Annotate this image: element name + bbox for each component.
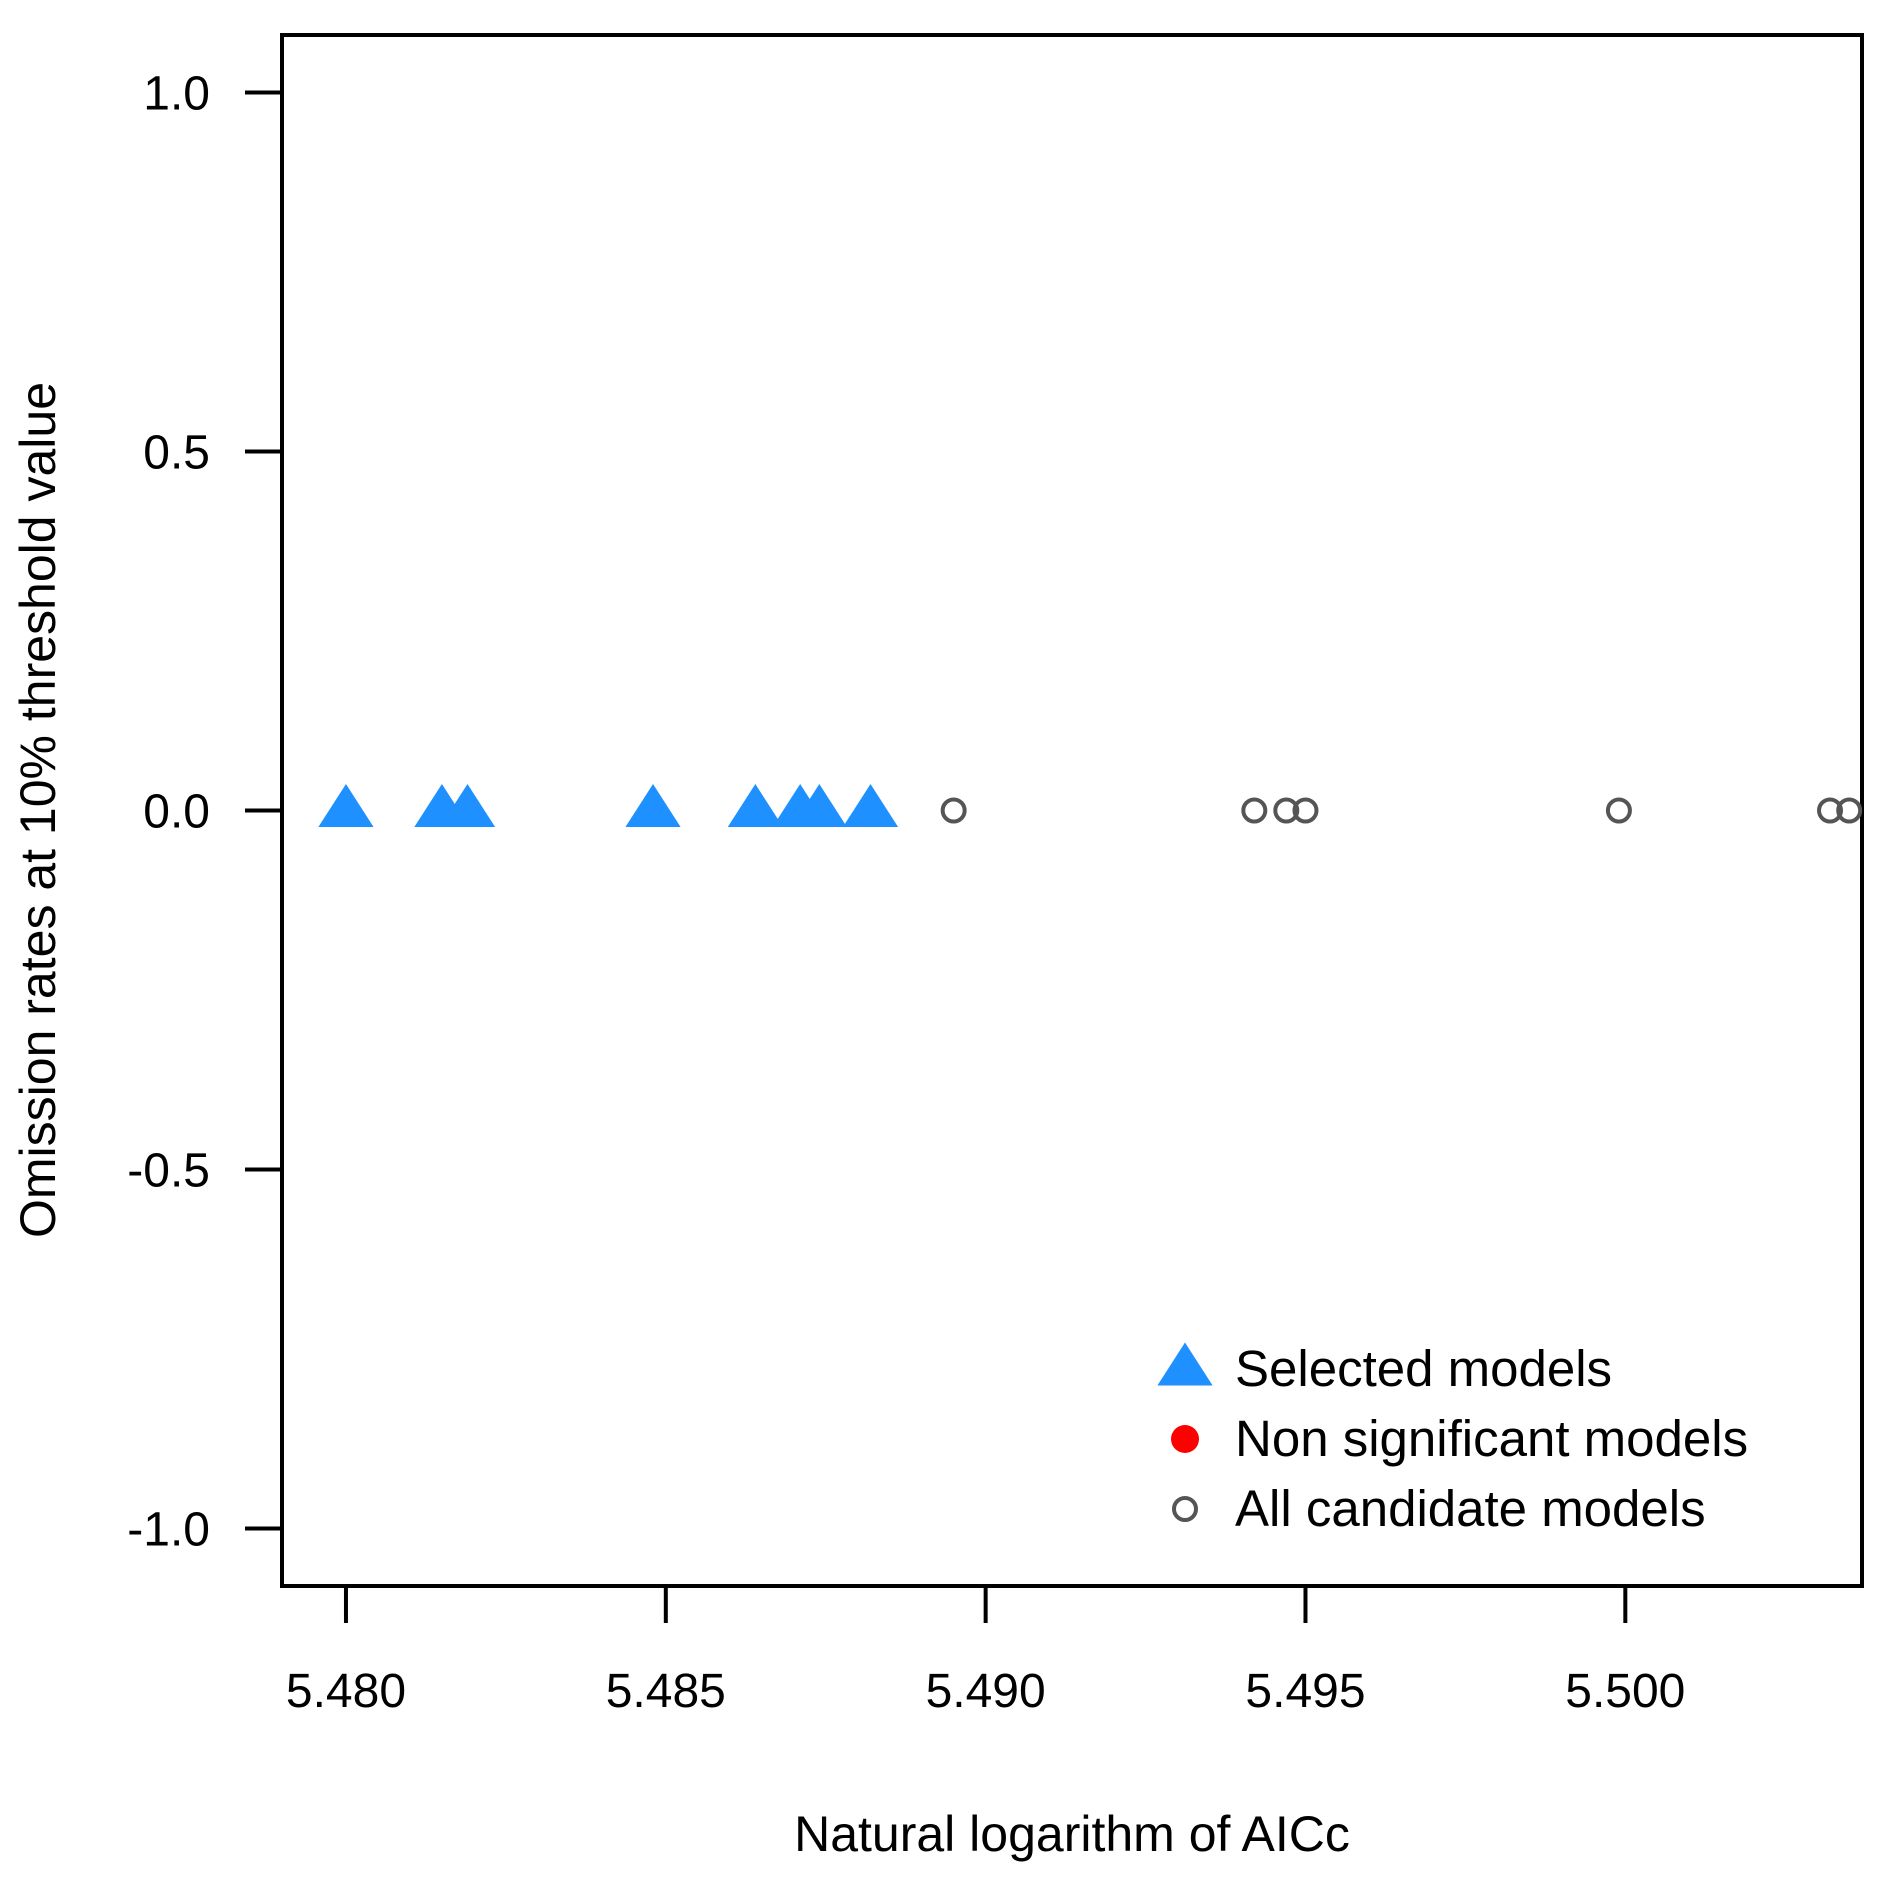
data-point: [318, 784, 374, 828]
data-point: [1605, 797, 1632, 824]
x-tick-label: 5.500: [1565, 1665, 1685, 1718]
data-point: [727, 784, 783, 828]
legend: Selected models Non significant models All…: [1157, 1340, 1748, 1537]
data-point: [1817, 797, 1844, 824]
data-point: [1273, 797, 1300, 824]
data-point: [791, 784, 847, 828]
x-tick-label: 5.485: [606, 1665, 726, 1718]
data-point: [1241, 797, 1268, 824]
legend-swatch: [1172, 1496, 1198, 1522]
legend-entry-label: Selected models: [1235, 1340, 1612, 1397]
y-axis: -1.0 -0.5 0.0 0.5 1.0: [127, 67, 282, 1557]
x-axis-label: Natural logarithm of AICc: [794, 1806, 1350, 1862]
data-point: [842, 784, 899, 828]
plot-points: [318, 784, 1863, 828]
y-tick-label: 1.0: [143, 67, 210, 120]
x-tick-label: 5.495: [1245, 1665, 1365, 1718]
legend-entry-label: Non significant models: [1235, 1410, 1748, 1467]
y-tick-label: -0.5: [127, 1145, 210, 1198]
data-point: [1292, 797, 1319, 824]
data-point: [439, 784, 496, 828]
data-point: [1836, 797, 1863, 824]
y-axis-label: Omission rates at 10% threshold value: [10, 382, 66, 1238]
y-tick-label: 0.5: [143, 426, 210, 479]
y-tick-label: -1.0: [127, 1504, 210, 1557]
legend-swatch: [1171, 1425, 1199, 1453]
data-point: [625, 784, 681, 828]
data-point: [940, 797, 967, 824]
plot-frame: [280, 33, 1864, 1588]
x-axis: 5.480 5.485 5.490 5.495 5.500: [286, 1586, 1685, 1718]
legend-entry-label: All candidate models: [1235, 1480, 1706, 1537]
x-tick-label: 5.480: [286, 1665, 406, 1718]
x-tick-label: 5.490: [926, 1665, 1046, 1718]
y-tick-label: 0.0: [143, 786, 210, 839]
legend-swatch: [1157, 1342, 1213, 1386]
